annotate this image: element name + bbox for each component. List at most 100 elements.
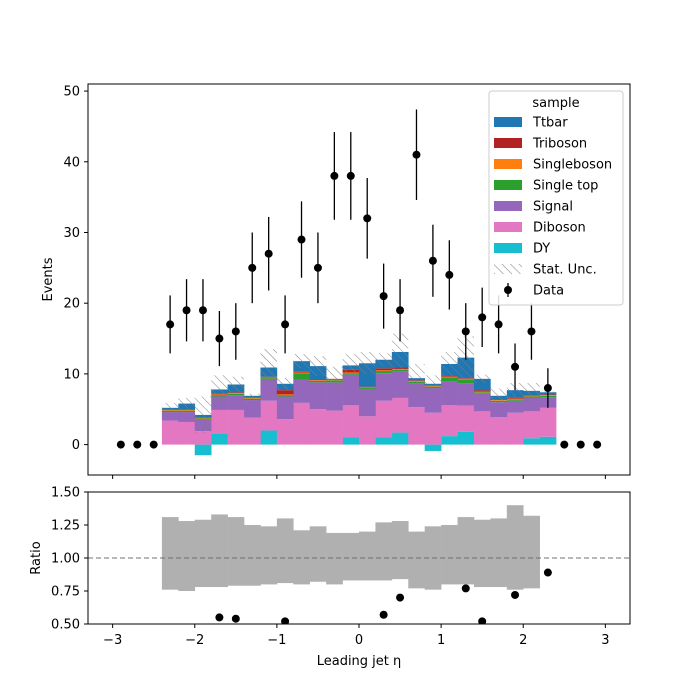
ratio-point [511, 590, 520, 599]
stack-bar-single-top [227, 393, 245, 396]
stat-unc-band [375, 353, 392, 367]
stat-unc-band [293, 354, 310, 369]
stack-bar-diboson [309, 409, 327, 445]
stat-unc-band [523, 383, 540, 399]
ratio-unc-band [161, 517, 179, 590]
data-point [543, 384, 552, 393]
main-y-tick-label: 20 [63, 297, 80, 312]
legend-swatch-ttbar [494, 117, 522, 127]
stack-bar-single-top [244, 398, 261, 401]
stack-bar-dy [457, 431, 475, 445]
ratio-unc-band [211, 514, 228, 588]
stack-bar-single-top [359, 388, 376, 390]
x-tick-label: −2 [185, 633, 204, 648]
data-point [149, 440, 158, 449]
stat-unc-band [227, 376, 245, 393]
ratio-point [543, 568, 552, 577]
stack-bar-singleboson [309, 380, 327, 381]
stack-bar-triboson [441, 376, 458, 377]
stat-unc-band [424, 375, 442, 393]
stack-bar-singleboson [276, 394, 294, 396]
ratio-point [396, 593, 405, 602]
ratio-unc-band [309, 526, 327, 582]
stack-bar-diboson [293, 402, 311, 445]
stack-bar-single-top [293, 373, 311, 380]
ratio-unc-band [506, 505, 524, 590]
data-point [396, 306, 405, 315]
ratio-point [281, 617, 290, 624]
legend-label-stat-unc-: Stat. Unc. [533, 263, 597, 278]
x-axis-label: Leading jet η [317, 654, 402, 669]
ratio-y-tick-label: 1.50 [51, 486, 80, 501]
stack-bar-single-top [178, 410, 196, 413]
stack-bar-diboson [375, 400, 393, 438]
data-point [281, 320, 290, 329]
x-tick-label: −1 [267, 633, 286, 648]
stack-bar-signal [342, 374, 360, 406]
stat-unc-band [309, 356, 327, 377]
stack-bar-singleboson [375, 370, 393, 372]
main-y-tick-label: 0 [72, 438, 80, 453]
data-point [511, 362, 520, 371]
stack-bar-singleboson [359, 387, 376, 389]
stack-bar-diboson [161, 420, 179, 445]
ratio-y-tick-label: 1.25 [51, 519, 80, 534]
ratio-unc-band [473, 519, 491, 588]
ratio-axes-frame [87, 491, 631, 625]
stack-bar-signal [523, 397, 540, 412]
data-point [494, 320, 503, 329]
stack-bar-singleboson [473, 391, 491, 393]
legend-swatch-diboson [494, 222, 522, 232]
stack-bar-diboson [178, 421, 196, 445]
stack-bar-triboson [227, 392, 245, 393]
ratio-unc-band [457, 517, 475, 585]
stack-bar-singleboson [178, 409, 196, 411]
stack-bar-diboson [441, 405, 458, 437]
ratio-unc-band [490, 518, 508, 588]
main-y-tick-label: 30 [63, 226, 80, 241]
stack-bar-singleboson [506, 398, 524, 400]
data-point [412, 150, 421, 159]
stack-bar-singleboson [457, 378, 475, 380]
data-point [166, 320, 175, 329]
ratio-unc-band [375, 522, 393, 581]
main-axes-frame [87, 83, 631, 476]
stack-bar-single-top [506, 399, 524, 401]
data-point [363, 214, 372, 223]
stack-bar-diboson [523, 411, 540, 439]
data-point [231, 327, 240, 336]
data-point [593, 440, 602, 449]
data-point [379, 292, 388, 301]
ratio-unc-band [260, 526, 278, 585]
data-point [215, 334, 224, 343]
legend-swatch-single-top [494, 180, 522, 190]
stack-bar-signal [161, 412, 179, 421]
legend-label-diboson: Diboson [533, 221, 586, 236]
stack-bar-diboson [211, 409, 228, 434]
stat-unc-band [342, 354, 359, 377]
stack-bar-single-top [391, 369, 409, 372]
data-point [560, 440, 569, 449]
data-point [576, 440, 585, 449]
stack-bar-diboson [276, 419, 294, 445]
stack-bar-signal [375, 373, 393, 401]
stack-bar-dy [424, 444, 442, 451]
stat-unc-band [161, 402, 179, 413]
stack-bar-ttbar [473, 378, 491, 391]
legend-label-data: Data [533, 284, 564, 299]
stack-bar-signal [276, 396, 294, 420]
stack-bar-diboson [539, 407, 557, 437]
stack-bar-single-top [276, 395, 294, 397]
data-point [248, 263, 257, 272]
legend-swatch-triboson [494, 138, 522, 148]
stack-bar-diboson [244, 417, 261, 445]
stack-bar-single-top [309, 380, 327, 383]
ratio-unc-band [359, 531, 376, 581]
stat-unc-band [473, 374, 491, 384]
stack-bar-dy [260, 430, 278, 445]
data-point [264, 249, 273, 258]
stack-bar-diboson [326, 410, 343, 445]
x-tick-label: 3 [601, 633, 609, 648]
stack-bar-triboson [473, 390, 491, 392]
ratio-point [461, 584, 470, 593]
